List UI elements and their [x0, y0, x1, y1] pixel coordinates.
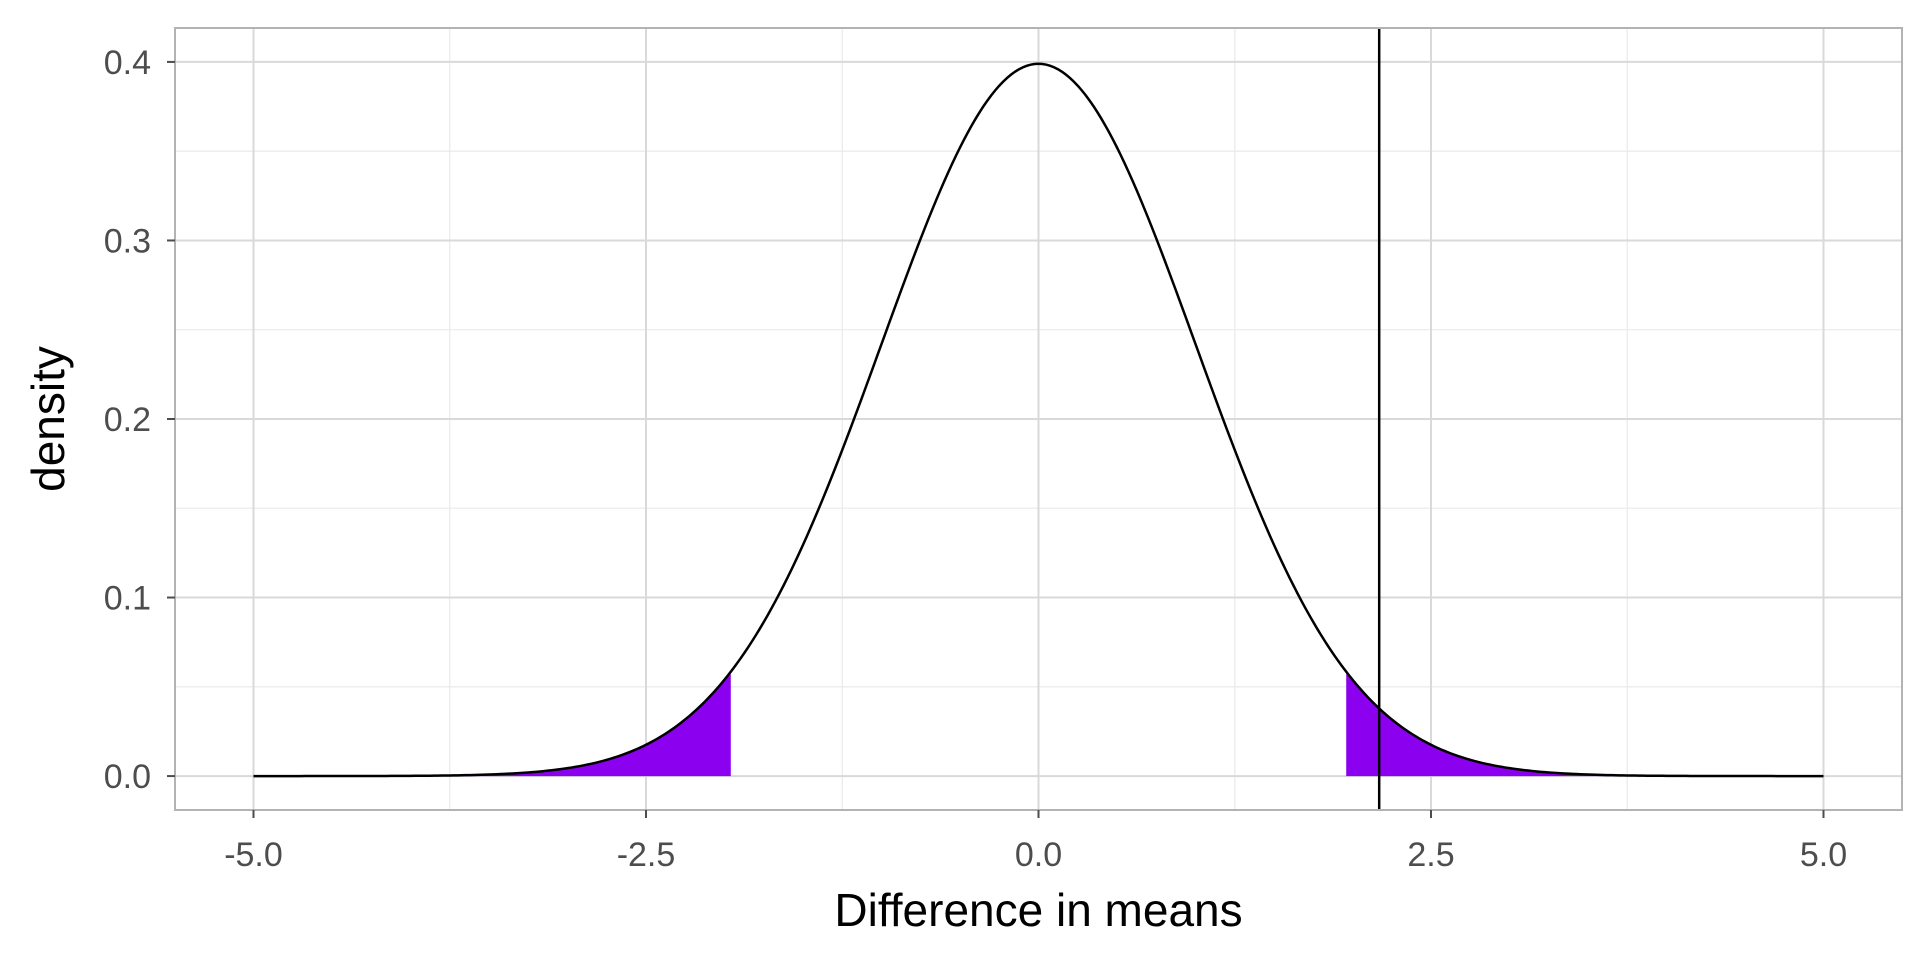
right-tail-region — [1346, 671, 1824, 777]
left-tail-region — [253, 671, 731, 777]
y-tick-label: 0.2 — [104, 401, 151, 439]
x-tick-label: -5.0 — [224, 836, 283, 874]
x-tick-label: 5.0 — [1800, 836, 1847, 874]
x-axis-title: Difference in means — [834, 884, 1242, 936]
y-tick-label: 0.1 — [104, 580, 151, 618]
density-curve — [253, 62, 1824, 778]
y-tick-label: 0.3 — [104, 222, 151, 260]
x-axis-ticks: -5.0 -2.5 0.0 2.5 5.0 — [224, 810, 1847, 874]
x-tick-label: -2.5 — [617, 836, 676, 874]
x-tick-label: 2.5 — [1407, 836, 1454, 874]
major-grid — [175, 28, 1902, 810]
rejection-regions — [253, 671, 1824, 777]
y-tick-label: 0.4 — [104, 44, 151, 82]
y-axis-ticks: 0.0 0.1 0.2 0.3 0.4 — [104, 44, 175, 796]
y-tick-label: 0.0 — [104, 758, 151, 796]
y-axis-title: density — [22, 346, 74, 492]
x-tick-label: 0.0 — [1015, 836, 1062, 874]
